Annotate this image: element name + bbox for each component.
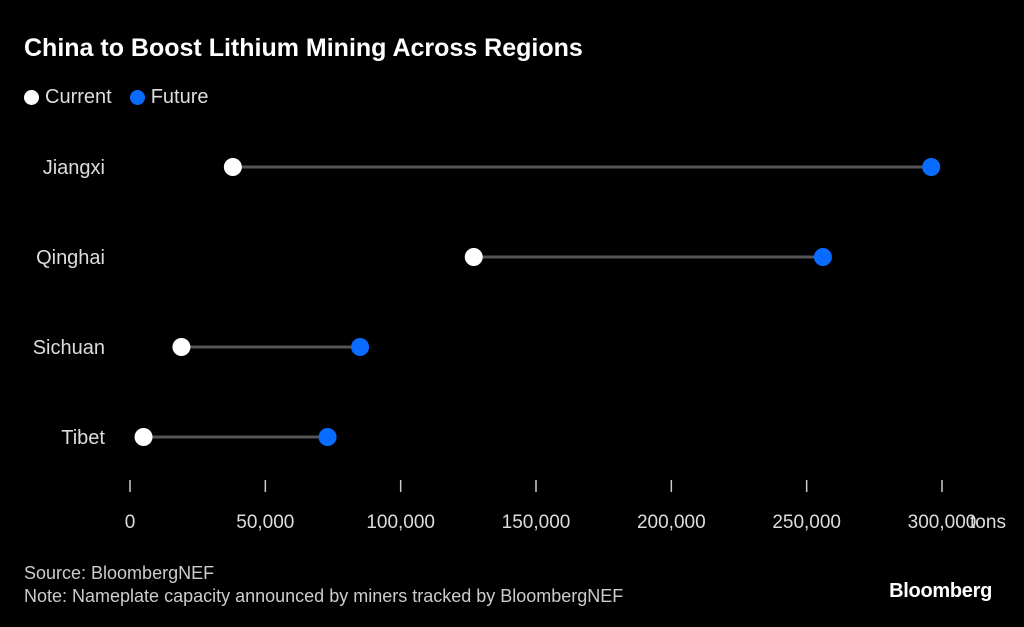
bloomberg-logo: Bloomberg: [889, 580, 992, 602]
point-future: [813, 248, 832, 266]
category-label: Sichuan: [33, 337, 105, 359]
point-future: [922, 158, 941, 176]
point-current: [172, 338, 191, 356]
legend-item-future: Future: [129, 86, 209, 109]
category-label: Qinghai: [36, 247, 105, 269]
legend-swatch-current: [24, 90, 39, 105]
x-unit-label: tons: [970, 512, 1006, 533]
point-future: [318, 428, 337, 446]
x-tick-label: 200,000: [637, 512, 706, 533]
category-label: Jiangxi: [43, 157, 105, 179]
point-future: [351, 338, 370, 356]
source-note: Source: BloombergNEF: [24, 563, 215, 583]
category-label: Tibet: [61, 427, 105, 449]
x-tick-label: 250,000: [772, 512, 841, 533]
chart-title: China to Boost Lithium Mining Across Reg…: [24, 34, 583, 62]
footer: Source: BloombergNEF Note: Nameplate cap…: [24, 562, 623, 608]
point-current: [223, 158, 242, 176]
x-tick-label: 100,000: [366, 512, 435, 533]
point-current: [134, 428, 153, 446]
legend: Current Future: [24, 86, 227, 109]
legend-label: Future: [150, 86, 209, 108]
legend-item-current: Current: [24, 86, 112, 109]
point-current: [464, 248, 483, 266]
legend-label: Current: [45, 86, 112, 108]
note: Note: Nameplate capacity announced by mi…: [24, 586, 624, 606]
x-tick-label: 300,000: [908, 512, 977, 533]
x-tick-label: 150,000: [502, 512, 571, 533]
legend-swatch-future: [129, 90, 145, 105]
x-tick-label: 0: [125, 512, 136, 533]
x-tick-label: 50,000: [236, 512, 294, 533]
